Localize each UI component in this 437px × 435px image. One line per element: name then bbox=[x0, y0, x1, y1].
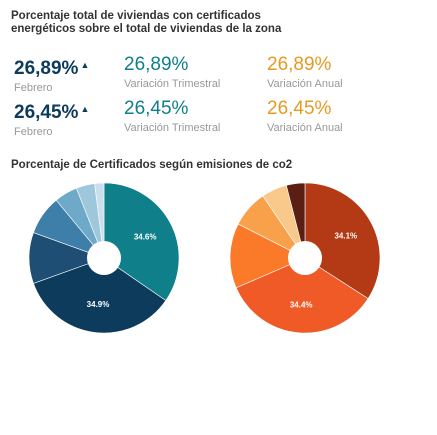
stat-caption: Variación Anual bbox=[267, 122, 343, 134]
pie-slice bbox=[304, 182, 381, 299]
stat-total-trimestral: 26,89% Variación Trimestral bbox=[124, 54, 221, 91]
pie-chart-2: 34.1% 34.4% bbox=[229, 182, 381, 334]
stat-total-febrero: 26,89% ▲ Febrero bbox=[14, 55, 90, 95]
stat-caption: Febrero bbox=[14, 126, 53, 138]
caret-up-icon: ▲ bbox=[80, 104, 90, 114]
stat-caption: Variación Trimestral bbox=[124, 78, 221, 90]
data-label: 34.9% bbox=[87, 300, 110, 309]
data-label: 34.6% bbox=[134, 232, 157, 241]
stat-caption: Variación Trimestral bbox=[124, 122, 221, 134]
stat-zona-anual: 26,45% Variación Anual bbox=[267, 98, 343, 135]
donut-hole bbox=[288, 241, 322, 275]
stat-value: 26,89% bbox=[124, 54, 189, 75]
chart-title: Porcentaje de Certificados según emision… bbox=[11, 159, 293, 171]
stat-zona-trimestral: 26,45% Variación Trimestral bbox=[124, 98, 221, 135]
stat-value: 26,89% bbox=[14, 58, 79, 79]
pie-chart-1: 34.6% 34.9% bbox=[28, 182, 180, 334]
pie-slice bbox=[103, 182, 180, 301]
stat-value: 26,45% bbox=[14, 102, 79, 123]
donut-hole bbox=[87, 241, 121, 275]
page-title: Porcentaje total de viviendas con certif… bbox=[11, 10, 282, 35]
caret-up-icon: ▲ bbox=[80, 60, 90, 70]
pie-slice bbox=[229, 223, 306, 289]
stat-zona-febrero: 26,45% ▲ Febrero bbox=[14, 99, 90, 139]
pie-slice bbox=[285, 182, 306, 259]
stat-value: 26,45% bbox=[267, 98, 332, 119]
pie-slice bbox=[33, 257, 167, 334]
stat-value: 26,45% bbox=[124, 98, 189, 119]
pie-slice bbox=[235, 257, 369, 334]
stat-total-anual: 26,89% Variación Anual bbox=[267, 54, 343, 91]
pie-slice bbox=[94, 182, 105, 259]
data-label: 34.1% bbox=[334, 232, 357, 241]
stat-caption: Variación Anual bbox=[267, 78, 343, 90]
data-label: 34.4% bbox=[290, 300, 313, 309]
stat-caption: Febrero bbox=[14, 82, 53, 94]
stat-value: 26,89% bbox=[267, 54, 332, 75]
